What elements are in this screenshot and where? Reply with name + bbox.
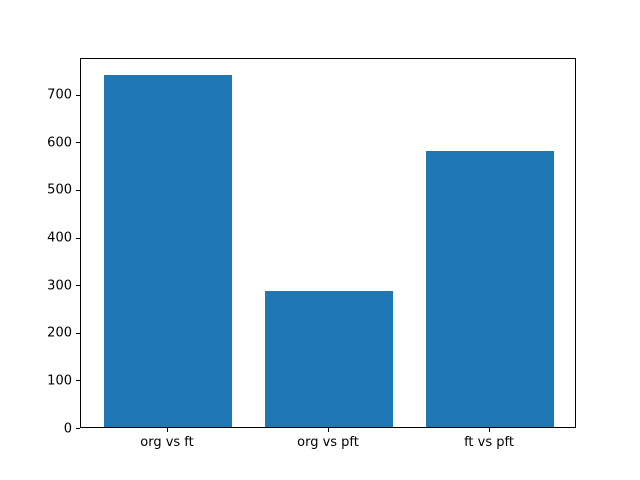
y-tick-label-200: 200	[47, 325, 72, 341]
x-tick-label-org-vs-pft: org vs pft	[297, 435, 359, 450]
y-tick-label-600: 600	[47, 135, 72, 151]
x-tick-mark-org-vs-ft	[167, 428, 168, 432]
y-tick-label-0: 0	[63, 421, 72, 436]
y-tick-mark-100	[76, 380, 80, 382]
bar-org-vs-pft	[264, 291, 394, 427]
y-tick-mark-500	[76, 189, 80, 191]
x-tick-label-org-vs-ft: org vs ft	[140, 435, 194, 450]
y-tick-mark-600	[76, 142, 80, 144]
x-tick-mark-org-vs-pft	[328, 428, 329, 432]
bar-ft-vs-pft	[425, 150, 555, 427]
y-tick-label-700: 700	[47, 87, 72, 103]
y-tick-mark-200	[76, 332, 80, 334]
x-tick-label-ft-vs-pft: ft vs pft	[464, 435, 514, 450]
y-tick-mark-300	[76, 285, 80, 287]
plot-area	[80, 58, 576, 428]
y-tick-label-500: 500	[47, 182, 72, 198]
bar-org-vs-ft	[103, 74, 233, 427]
y-tick-label-100: 100	[47, 373, 72, 389]
y-tick-mark-400	[76, 237, 80, 239]
y-tick-mark-700	[76, 94, 80, 96]
x-tick-mark-ft-vs-pft	[489, 428, 490, 432]
y-tick-mark-0	[76, 428, 80, 429]
y-tick-label-300: 300	[47, 278, 72, 294]
y-tick-label-400: 400	[47, 230, 72, 246]
